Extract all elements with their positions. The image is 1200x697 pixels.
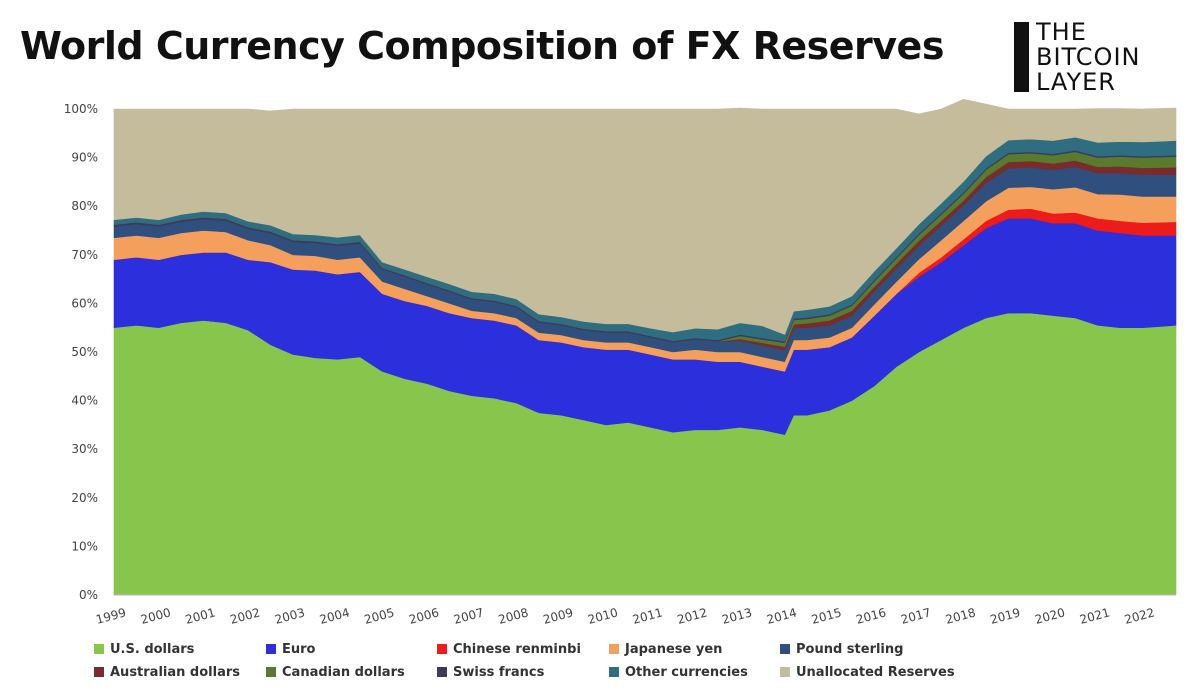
y-tick-label: 0% [79,588,98,602]
y-tick-label: 40% [71,394,98,408]
y-tick-label: 80% [71,199,98,213]
logo-line-2: BITCOIN [1036,43,1141,71]
y-tick-label: 90% [71,151,98,165]
legend-label: Other currencies [625,664,748,680]
legend-item: Euro [266,640,315,658]
x-tick-label: 2005 [363,605,396,626]
y-tick-label: 60% [71,296,98,310]
x-tick-label: 2017 [899,605,932,626]
x-tick-label: 2022 [1123,605,1156,626]
legend-label: Swiss francs [453,664,545,680]
legend-item: Swiss francs [437,663,544,681]
legend-item: Canadian dollars [266,663,405,681]
x-tick-label: 2016 [855,605,888,626]
logo-line-3: LAYER [1036,68,1116,96]
x-tick-label: 2019 [989,605,1022,626]
legend-swatch [609,644,619,654]
legend-item: Pound sterling [780,640,903,658]
x-tick-label: 2001 [184,605,217,626]
legend-label: Australian dollars [110,664,240,680]
x-tick-label: 2021 [1078,605,1111,626]
x-tick-label: 2010 [586,605,619,626]
legend-swatch [266,644,276,654]
x-tick-label: 2008 [497,605,530,626]
x-tick-label: 2002 [229,605,262,626]
legend-label: Pound sterling [796,641,904,657]
x-tick-label: 2014 [765,605,798,626]
logo-bar-icon [1014,22,1029,92]
legend-swatch [780,667,790,677]
x-tick-label: 2004 [318,605,351,626]
x-tick-label: 2007 [452,605,485,626]
x-tick-label: 2003 [273,605,306,626]
legend-item: Chinese renminbi [437,640,581,658]
logo-line-1: THE [1036,18,1087,46]
legend-swatch [780,644,790,654]
legend-label: Chinese renminbi [453,641,581,657]
legend-label: Euro [282,641,316,657]
legend-label: Japanese yen [625,641,723,657]
x-tick-label: 2009 [542,605,575,626]
y-tick-label: 10% [71,539,98,553]
legend-swatch [94,644,104,654]
legend-label: Unallocated Reserves [796,664,955,680]
y-tick-label: 30% [71,442,98,456]
x-tick-label: 2018 [944,605,977,626]
x-tick-label: 1999 [94,605,127,626]
legend-swatch [266,667,276,677]
x-tick-label: 2011 [631,605,664,626]
y-tick-label: 20% [71,491,98,505]
x-tick-label: 2006 [407,605,440,626]
x-tick-label: 2000 [139,605,172,626]
legend-swatch [94,667,104,677]
x-tick-label: 2020 [1033,605,1066,626]
x-tick-label: 2015 [810,605,843,626]
y-tick-label: 100% [64,102,98,116]
chart-legend: U.S. dollars Euro Chinese renminbi Japanese… [94,640,1194,688]
legend-item: Japanese yen [609,640,722,658]
legend-item: U.S. dollars [94,640,194,658]
x-tick-label: 2013 [720,605,753,626]
area-series-unallocated-reserves [113,98,1177,335]
legend-label: U.S. dollars [110,641,195,657]
legend-swatch [437,644,447,654]
bitcoin-layer-logo: THE BITCOIN LAYER [1014,18,1164,94]
legend-swatch [437,667,447,677]
legend-label: Canadian dollars [282,664,405,680]
legend-item: Other currencies [609,663,748,681]
y-tick-label: 50% [71,345,98,359]
legend-item: Australian dollars [94,663,240,681]
chart-title: World Currency Composition of FX Reserve… [20,24,944,68]
y-tick-label: 70% [71,248,98,262]
x-tick-label: 2012 [676,605,709,626]
legend-swatch [609,667,619,677]
legend-item: Unallocated Reserves [780,663,955,681]
